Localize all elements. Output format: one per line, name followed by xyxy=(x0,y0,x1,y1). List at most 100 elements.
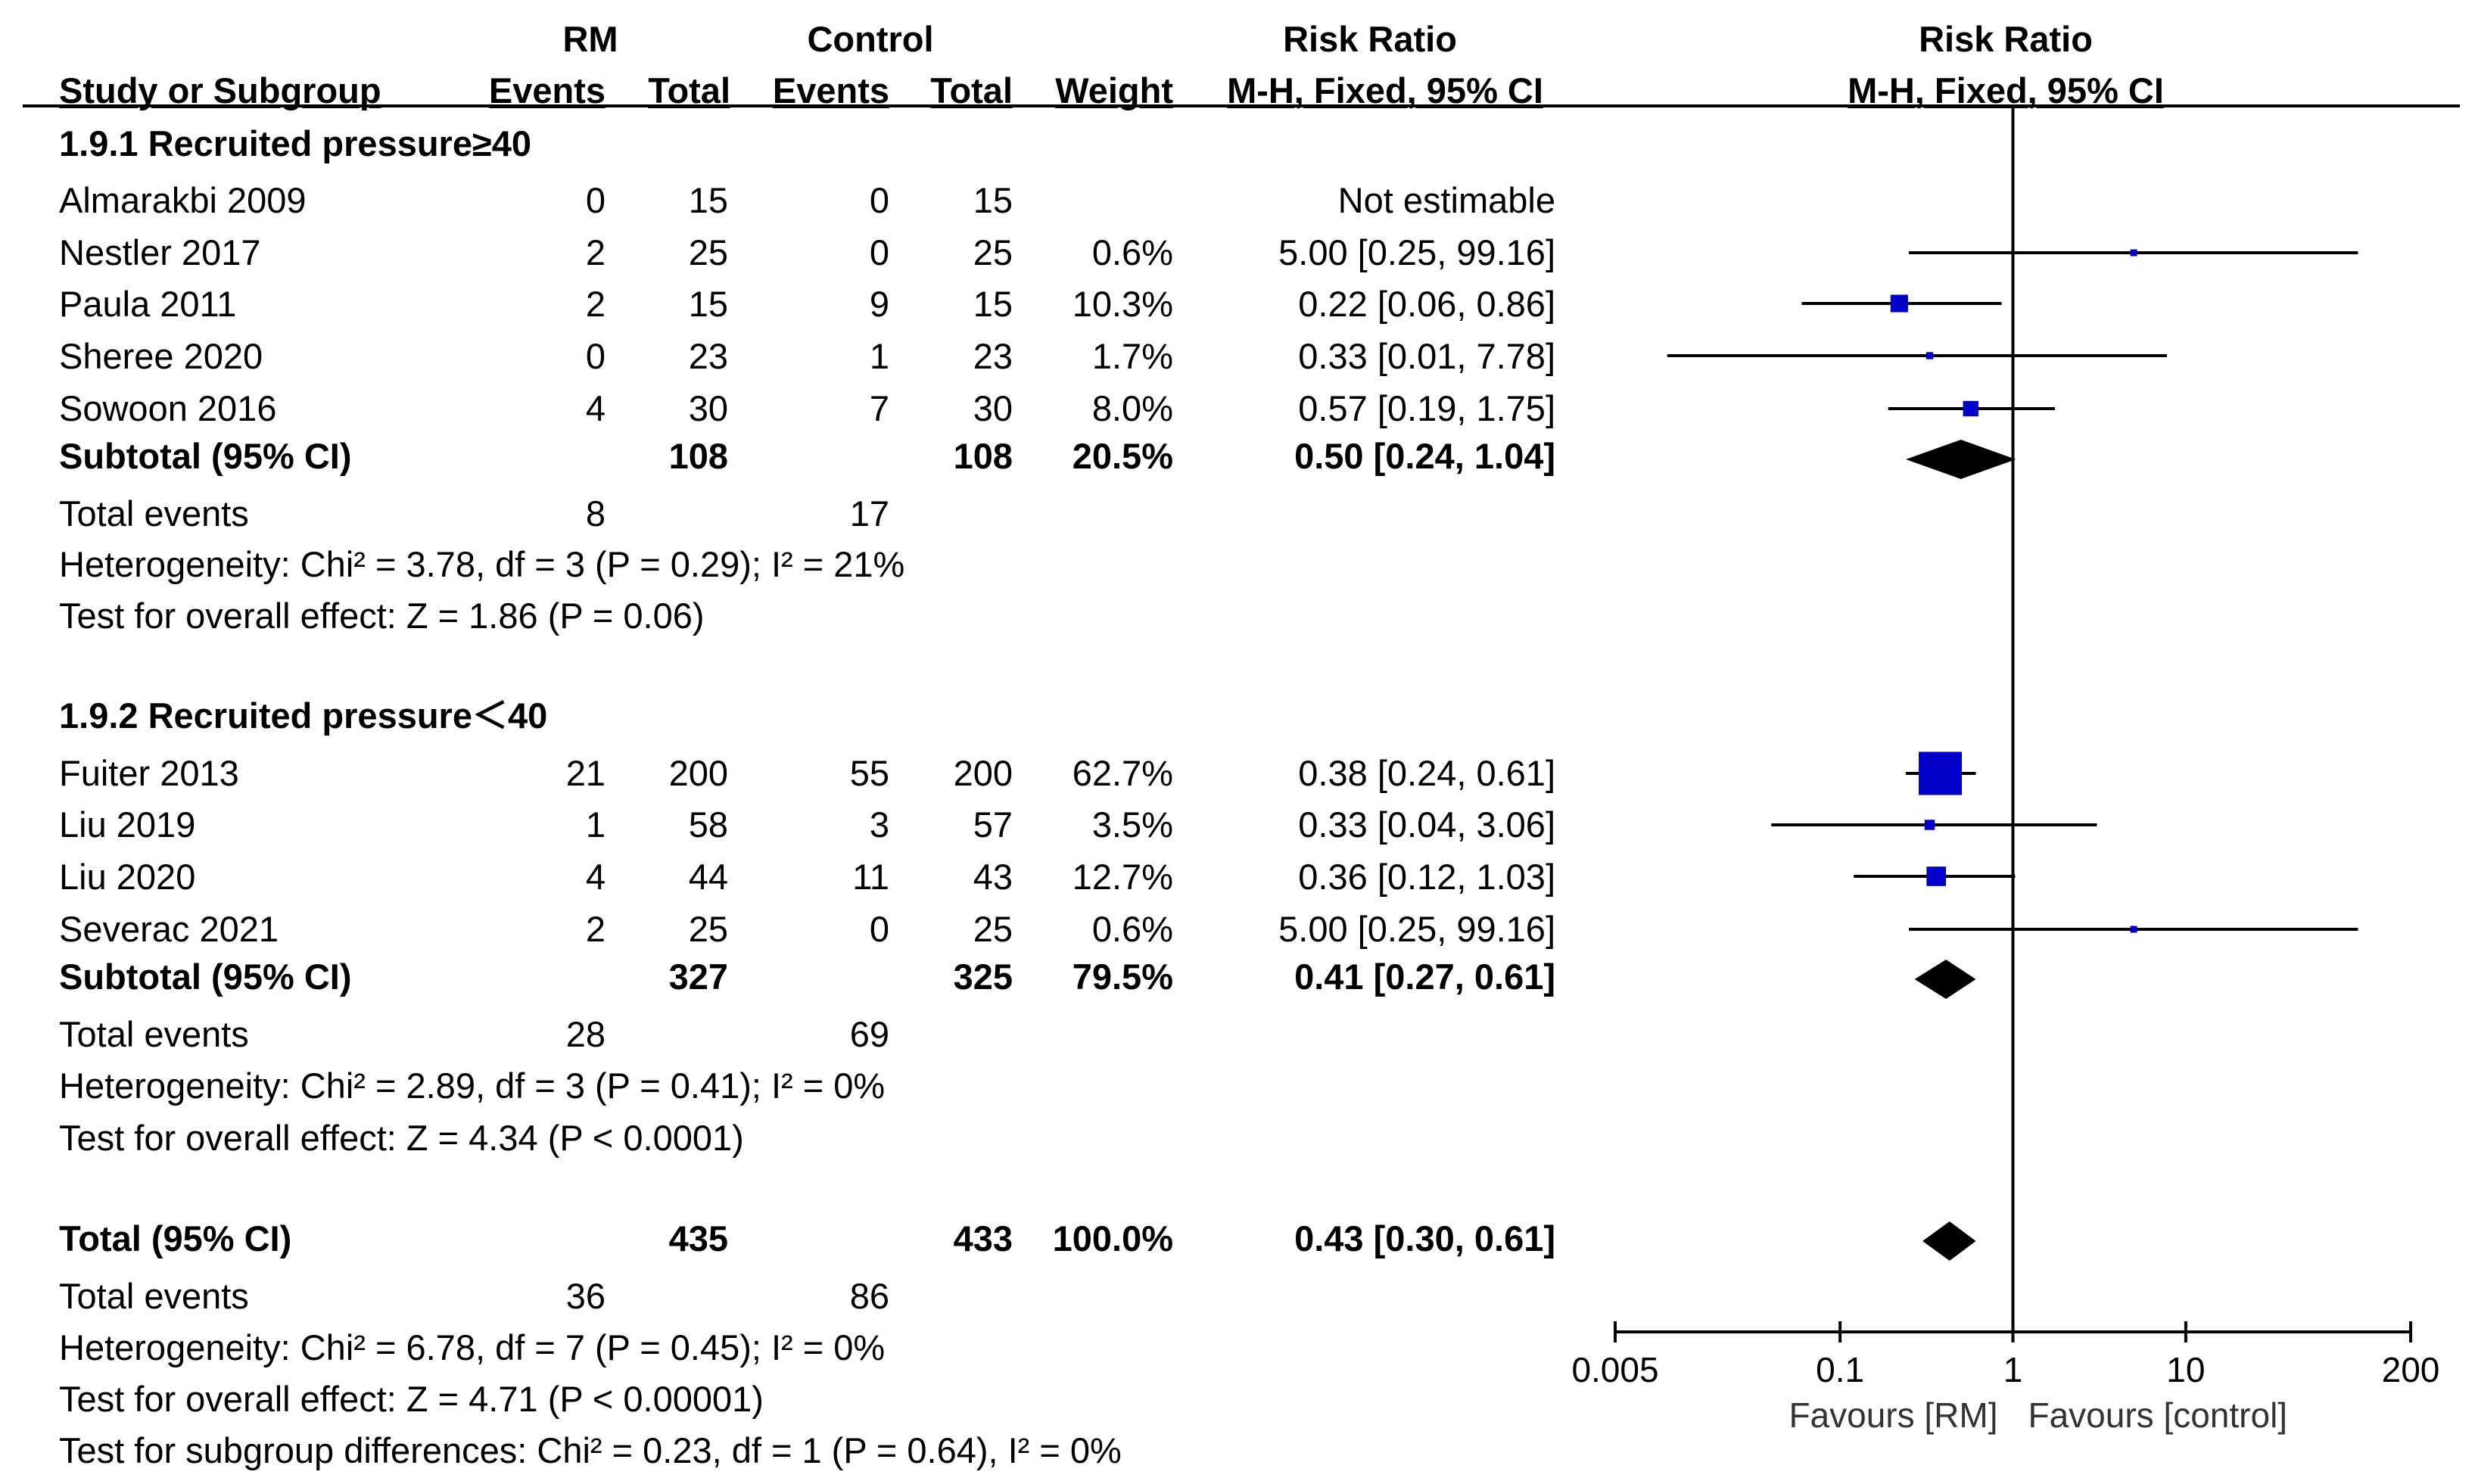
g1-events: 2 xyxy=(585,909,606,949)
g2-events: 1 xyxy=(869,336,889,376)
study-ci: 0.33 [0.01, 7.78] xyxy=(1298,336,1555,376)
g2-total: 25 xyxy=(973,909,1013,949)
g1-total: 200 xyxy=(668,753,728,793)
g2-events: 0 xyxy=(869,909,889,949)
study-marker xyxy=(1926,866,1946,886)
g2-events: 9 xyxy=(869,284,889,324)
study-ci: 5.00 [0.25, 99.16] xyxy=(1278,909,1555,949)
study-row-name: Fuiter 2013 xyxy=(59,753,239,793)
g2-total: 23 xyxy=(973,336,1013,376)
subtotal-g2-total: 325 xyxy=(953,957,1013,997)
study-row-name: Liu 2020 xyxy=(59,857,196,897)
subtotal-g1-total: 327 xyxy=(668,957,728,997)
weight-header: Weight xyxy=(1055,70,1173,110)
subtotal-label: Subtotal (95% CI) xyxy=(59,957,352,997)
x-tick-label: 1 xyxy=(2003,1350,2023,1389)
g2-total: 15 xyxy=(973,284,1013,324)
study-ci: 0.33 [0.04, 3.06] xyxy=(1298,804,1555,845)
x-tick-label: 0.005 xyxy=(1571,1350,1658,1389)
g2-total: 15 xyxy=(973,180,1013,220)
g1-events: 4 xyxy=(585,388,606,428)
study-ci: Not estimable xyxy=(1337,180,1555,220)
total-events-g2: 69 xyxy=(849,1014,889,1054)
study-weight: 8.0% xyxy=(1091,388,1173,428)
g1-events: 4 xyxy=(585,857,606,897)
total-events-label: Total events xyxy=(59,493,249,534)
study-marker xyxy=(1924,820,1935,830)
study-ci: 0.36 [0.12, 1.03] xyxy=(1298,857,1555,897)
g1-events: 1 xyxy=(585,804,606,845)
g2-events: 7 xyxy=(869,388,889,428)
g1-total: 30 xyxy=(688,388,728,428)
study-ci: 0.57 [0.19, 1.75] xyxy=(1298,388,1555,428)
x-tick-label: 10 xyxy=(2166,1350,2205,1389)
subtotal-ci: 0.41 [0.27, 0.61] xyxy=(1294,957,1555,997)
study-marker xyxy=(1890,294,1908,313)
study-weight: 1.7% xyxy=(1091,336,1173,376)
total-weight: 100.0% xyxy=(1052,1218,1173,1258)
total-events-label: Total events xyxy=(59,1014,249,1054)
group2-header: Control xyxy=(807,19,934,59)
study-weight: 10.3% xyxy=(1072,284,1173,324)
study-row-name: Severac 2021 xyxy=(59,909,279,949)
g1-events-header: Events xyxy=(488,70,606,110)
subtotal-ci: 0.50 [0.24, 1.04] xyxy=(1294,436,1555,476)
overall-effect-text: Test for overall effect: Z = 1.86 (P = 0… xyxy=(59,596,705,636)
g2-events: 11 xyxy=(852,857,889,897)
study-marker xyxy=(2130,249,2137,257)
study-row-name: Sowoon 2016 xyxy=(59,388,277,428)
study-weight: 3.5% xyxy=(1091,804,1173,845)
g1-total: 23 xyxy=(688,336,728,376)
total-g2-total: 433 xyxy=(953,1218,1013,1258)
study-weight: 62.7% xyxy=(1072,753,1173,793)
subgroup-2-title: 1.9.2 Recruited pressure＜40 xyxy=(59,695,548,736)
study-row-name: Sheree 2020 xyxy=(59,336,263,376)
plot-header-title: Risk Ratio xyxy=(1919,19,2093,59)
study-row-name: Nestler 2017 xyxy=(59,232,261,272)
subtotal-weight: 79.5% xyxy=(1072,957,1173,997)
study-marker xyxy=(1919,751,1963,795)
g2-events: 0 xyxy=(869,232,889,272)
overall-total-events-g2: 86 xyxy=(849,1276,889,1316)
g2-events: 3 xyxy=(869,804,889,845)
subgroup-1-title: 1.9.1 Recruited pressure≥40 xyxy=(59,123,532,163)
total-g1-total: 435 xyxy=(668,1218,728,1258)
g2-events: 55 xyxy=(849,753,889,793)
g1-total: 25 xyxy=(688,232,728,272)
rr-header-title: Risk Ratio xyxy=(1283,19,1457,59)
x-tick-label: 0.1 xyxy=(1816,1350,1864,1389)
g2-total: 200 xyxy=(953,753,1013,793)
rr-header-method: M-H, Fixed, 95% CI xyxy=(1227,70,1543,110)
g1-events: 2 xyxy=(585,284,606,324)
heterogeneity-text: Heterogeneity: Chi² = 3.78, df = 3 (P = … xyxy=(59,544,905,584)
study-row-name: Liu 2019 xyxy=(59,804,196,845)
study-ci: 0.38 [0.24, 0.61] xyxy=(1298,753,1555,793)
total-events-g1: 8 xyxy=(585,493,606,534)
overall-total-events-g1: 36 xyxy=(565,1276,606,1316)
study-marker xyxy=(1926,352,1934,359)
g1-total-header: Total xyxy=(648,70,730,110)
study-weight: 0.6% xyxy=(1091,909,1173,949)
favours-right-label: Favours [control] xyxy=(2028,1395,2288,1435)
overall-heterogeneity-text: Heterogeneity: Chi² = 6.78, df = 7 (P = … xyxy=(59,1327,886,1367)
g2-total: 25 xyxy=(973,232,1013,272)
g2-total: 57 xyxy=(973,804,1013,845)
g1-events: 0 xyxy=(585,336,606,376)
study-marker xyxy=(2130,926,2137,933)
study-weight: 0.6% xyxy=(1091,232,1173,272)
total-events-g1: 28 xyxy=(565,1014,606,1054)
overall-total-events-label: Total events xyxy=(59,1276,249,1316)
total-ci: 0.43 [0.30, 0.61] xyxy=(1294,1218,1555,1258)
g1-events: 2 xyxy=(585,232,606,272)
g1-total: 15 xyxy=(688,284,728,324)
g1-total: 58 xyxy=(688,804,728,845)
g1-events: 0 xyxy=(585,180,606,220)
subtotal-g2-total: 108 xyxy=(953,436,1013,476)
overall-effect-total-text: Test for overall effect: Z = 4.71 (P < 0… xyxy=(59,1379,764,1419)
study-row-name: Almarakbi 2009 xyxy=(59,180,307,220)
study-ci: 5.00 [0.25, 99.16] xyxy=(1278,232,1555,272)
g1-events: 21 xyxy=(565,753,606,793)
x-tick-label: 200 xyxy=(2382,1350,2440,1389)
g2-total: 30 xyxy=(973,388,1013,428)
